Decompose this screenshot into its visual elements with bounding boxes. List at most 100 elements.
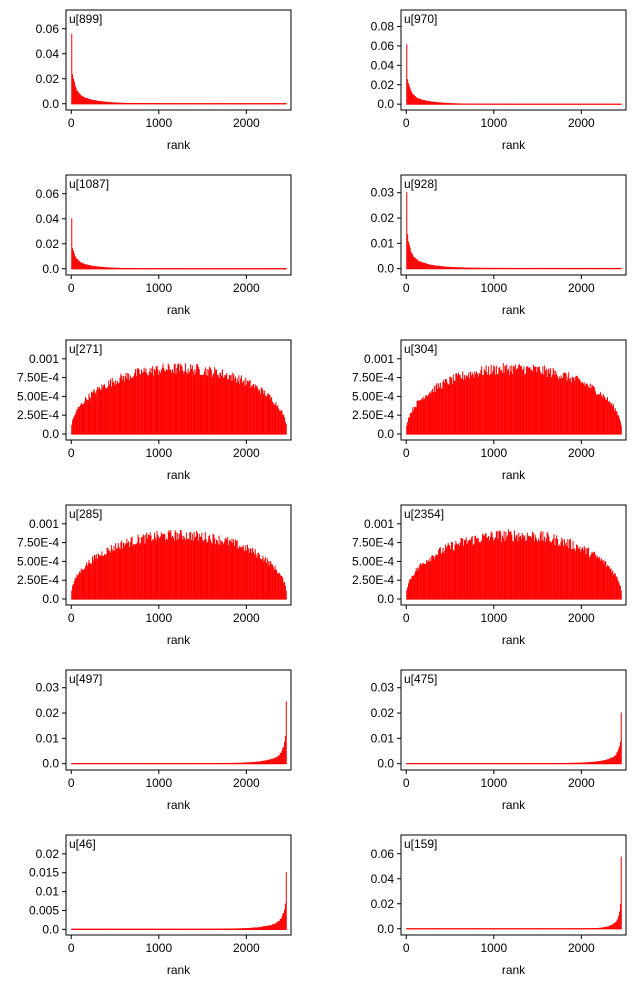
plot-frame xyxy=(400,339,627,441)
histogram-bar xyxy=(274,923,276,930)
histogram-bar xyxy=(574,548,576,599)
histogram-bar xyxy=(147,374,149,434)
histogram-bar xyxy=(135,543,137,599)
histogram-bar xyxy=(437,554,439,599)
histogram-bar xyxy=(255,761,257,764)
histogram-bar xyxy=(247,381,249,434)
histogram-bar xyxy=(604,760,606,764)
histogram-bar xyxy=(578,549,580,599)
histogram-bar xyxy=(198,369,200,434)
histogram-bar xyxy=(557,545,559,599)
histogram-bar xyxy=(608,758,610,764)
histogram-bar xyxy=(90,398,92,434)
histogram-bar xyxy=(615,921,617,929)
histogram-bar xyxy=(271,564,273,599)
histogram-bar xyxy=(445,266,447,269)
histogram-bar xyxy=(417,260,419,269)
histogram-bar xyxy=(279,574,281,599)
histogram-bar xyxy=(619,418,621,434)
histogram-bar xyxy=(496,531,498,599)
histogram-bar xyxy=(103,555,105,599)
histogram-bar xyxy=(271,564,273,599)
histogram-bar xyxy=(589,762,591,764)
histogram-bar xyxy=(604,397,606,434)
histogram-bar xyxy=(475,373,477,434)
histogram-bar xyxy=(83,263,85,269)
histogram-bar xyxy=(162,363,164,434)
histogram-bar xyxy=(93,266,95,269)
histogram-bar xyxy=(583,545,585,599)
histogram-bar xyxy=(594,761,596,764)
histogram-bar xyxy=(169,369,171,434)
histogram-bar xyxy=(437,388,439,434)
histogram-bar xyxy=(224,538,226,599)
histogram-bar xyxy=(595,761,597,764)
histogram-bar xyxy=(257,761,259,764)
panel-title: u[899] xyxy=(69,12,102,26)
y-tick-label: 0.015 xyxy=(29,866,59,880)
y-tick-label: 0.04 xyxy=(36,47,60,61)
histogram-bar xyxy=(101,551,103,599)
histogram-bar xyxy=(147,534,149,599)
y-tick-label: 0.001 xyxy=(364,352,394,366)
histogram-bar xyxy=(588,557,590,599)
histogram-bar xyxy=(280,752,282,764)
histogram-bar xyxy=(130,377,132,434)
histogram-bar xyxy=(420,399,422,434)
histogram-bar xyxy=(510,531,512,599)
histogram-bar xyxy=(268,759,270,764)
histogram-bar xyxy=(262,390,264,434)
y-tick-label: 0.06 xyxy=(371,847,395,861)
histogram-bar xyxy=(150,535,152,599)
histogram-bar xyxy=(480,542,482,599)
histogram-bar xyxy=(544,536,546,599)
histogram-bar xyxy=(131,377,133,434)
histogram-bar xyxy=(617,415,619,434)
x-axis-label: rank xyxy=(167,963,191,977)
histogram-bar xyxy=(607,565,609,599)
histogram-bar xyxy=(284,735,286,764)
histogram-bar xyxy=(251,385,253,434)
x-axis-label: rank xyxy=(167,633,191,647)
histogram-bar xyxy=(494,366,496,434)
histogram-bar xyxy=(107,547,109,599)
histogram-bar xyxy=(258,391,260,434)
histogram-bar xyxy=(407,587,409,599)
histogram-bar xyxy=(497,538,499,599)
x-tick-label: 1000 xyxy=(480,281,507,295)
y-tick-label: 2.50E-4 xyxy=(17,408,59,422)
histogram-bar xyxy=(112,382,114,434)
histogram-bar xyxy=(148,535,150,599)
histogram-bar xyxy=(423,563,425,599)
histogram-bar xyxy=(563,373,565,434)
histogram-bar xyxy=(245,545,247,599)
histogram-bar xyxy=(241,382,243,434)
histogram-bar xyxy=(522,369,524,434)
histogram-bar xyxy=(430,101,432,105)
histogram-bar xyxy=(474,371,476,434)
histogram-bar xyxy=(108,267,110,269)
histogram-bar xyxy=(426,263,428,269)
histogram-bar xyxy=(127,542,129,599)
histogram-bar xyxy=(618,581,620,599)
histogram-bar xyxy=(417,567,419,599)
histogram-bar xyxy=(271,397,273,434)
histogram-bar xyxy=(269,395,271,434)
histogram-bar xyxy=(577,377,579,434)
histogram-bar xyxy=(592,385,594,434)
histogram-bar xyxy=(579,379,581,434)
histogram-bar xyxy=(439,382,441,434)
histogram-bar xyxy=(538,367,540,434)
histogram-bar xyxy=(569,379,571,434)
histogram-bar xyxy=(242,381,244,434)
histogram-bar xyxy=(84,568,86,599)
histogram-bar xyxy=(548,536,550,599)
histogram-bar xyxy=(413,575,415,599)
histogram-bar xyxy=(432,101,434,105)
histogram-bar xyxy=(425,395,427,434)
histogram-bar xyxy=(422,262,424,269)
histogram-bar xyxy=(613,574,615,599)
histogram-bar xyxy=(467,376,469,434)
histogram-bar xyxy=(276,570,278,599)
